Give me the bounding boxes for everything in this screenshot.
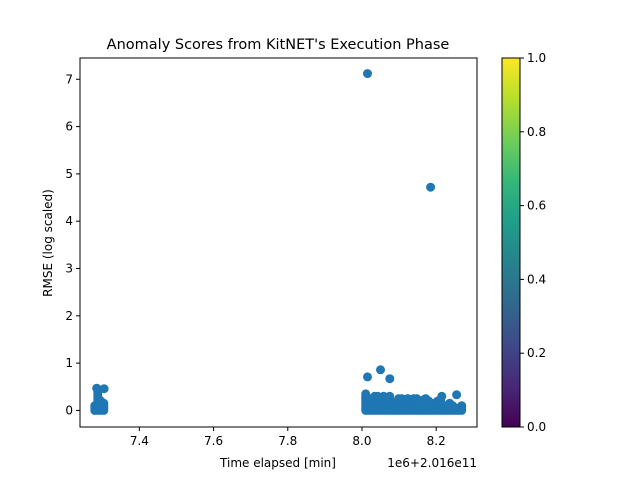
y-tick-label: 0 <box>65 403 73 417</box>
y-tick-label: 1 <box>65 356 73 370</box>
colorbar-frame <box>501 57 521 428</box>
plot-frame <box>79 57 478 428</box>
scatter-point <box>452 390 462 400</box>
scatter-point <box>376 365 385 375</box>
y-tick-label: 5 <box>65 167 73 181</box>
scatter-point <box>99 398 109 408</box>
scatter-point <box>437 391 447 401</box>
x-offset-label: 1e6+2.016e11 <box>387 456 477 470</box>
y-tick-label: 6 <box>65 120 73 134</box>
x-axis-ticks: 7.4 7.6 7.8 8.0 8.2 <box>130 427 446 448</box>
colorbar <box>502 58 520 427</box>
x-tick-label: 7.8 <box>278 434 297 448</box>
colorbar-tick-label: 0.2 <box>527 346 546 360</box>
y-tick-label: 4 <box>65 214 73 228</box>
points-layer <box>90 69 467 415</box>
y-tick-label: 7 <box>65 72 73 86</box>
scatter-point <box>363 69 372 79</box>
scatter-point <box>418 395 428 405</box>
colorbar-tick-label: 0.0 <box>527 420 546 434</box>
scatter-point <box>385 374 395 384</box>
x-tick-label: 7.6 <box>204 434 223 448</box>
y-tick-label: 3 <box>65 262 73 276</box>
scatter-point <box>363 372 372 382</box>
scatter-point <box>426 182 436 192</box>
colorbar-tick-label: 0.6 <box>527 199 546 213</box>
y-axis-ticks: 0 1 2 3 4 5 6 7 <box>65 72 80 417</box>
colorbar-tick-label: 1.0 <box>527 51 546 65</box>
x-tick-label: 8.2 <box>427 434 446 448</box>
x-tick-label: 7.4 <box>130 434 149 448</box>
colorbar-ticks: 0.0 0.2 0.4 0.6 0.8 1.0 <box>520 51 546 434</box>
y-tick-label: 2 <box>65 309 73 323</box>
scatter-point <box>385 391 395 401</box>
chart-title: Anomaly Scores from KitNET's Execution P… <box>107 37 450 53</box>
x-axis-label: Time elapsed [min] <box>219 456 336 470</box>
scatter-point <box>99 384 109 394</box>
colorbar-tick-label: 0.4 <box>527 272 546 286</box>
scatter-point <box>457 401 467 411</box>
scatter-point <box>92 383 102 393</box>
x-tick-label: 8.0 <box>352 434 371 448</box>
colorbar-tick-label: 0.8 <box>527 125 546 139</box>
y-axis-label: RMSE (log scaled) <box>41 189 55 297</box>
